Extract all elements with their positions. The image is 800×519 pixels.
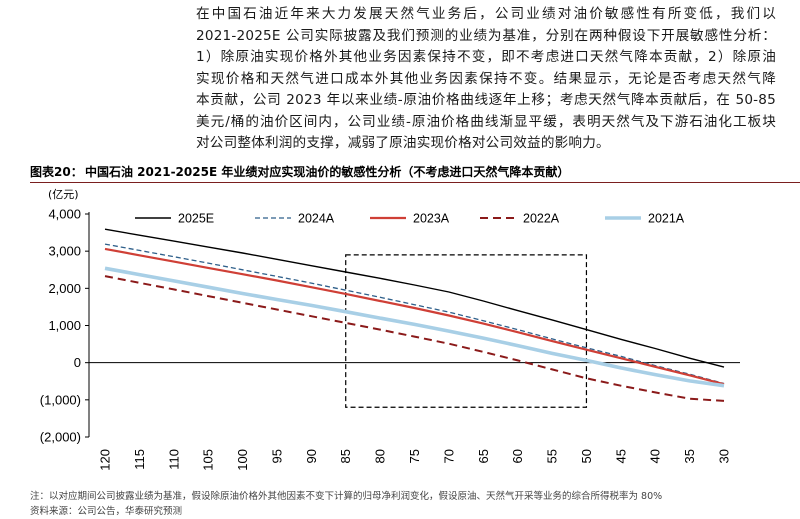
y-tick-label: 2,000	[48, 281, 81, 296]
y-tick-label: 3,000	[48, 244, 81, 259]
series-line-2023A	[104, 247, 725, 386]
x-tick-label: 85	[338, 449, 353, 463]
x-tick-label: 70	[441, 449, 456, 463]
x-tick-label: 90	[304, 449, 319, 463]
x-tick-label: 35	[682, 449, 697, 463]
figure-title: 中国石油 2021-2025E 年业绩对应实现油价的敏感性分析（不考虑进口天然气…	[85, 165, 570, 179]
paragraph-line: 实现价格和天然气进口成本外其他业务因素保持不变。结果显示，无论是否考虑天然气降	[196, 70, 776, 87]
paragraph-line: 对公司整体利润的支撑，减弱了原油实现价格对公司效益的影响力。	[196, 135, 610, 151]
x-tick-label: 30	[717, 449, 732, 463]
legend-label-2021A: 2021A	[648, 212, 685, 226]
figure-label: 图表20：	[30, 165, 83, 179]
x-tick-label: 75	[407, 449, 422, 463]
legend-label-2025E: 2025E	[178, 212, 214, 226]
x-tick-label: 115	[132, 449, 147, 470]
y-tick-label: 1,000	[48, 318, 81, 333]
x-tick-label: 60	[510, 449, 525, 463]
x-tick-label: 40	[648, 449, 663, 463]
paragraph-line: 美元/桶的油价区间内，公司业绩-原油价格曲线渐显平缓，表明天然气及下游石油化工板…	[196, 113, 776, 130]
legend-label-2023A: 2023A	[413, 212, 450, 226]
x-tick-label: 45	[613, 449, 628, 463]
x-tick-label: 95	[269, 449, 284, 463]
series-line-2021A	[104, 266, 725, 388]
x-tick-label: 55	[545, 449, 560, 463]
x-tick-label: 120	[98, 449, 113, 471]
series-line-2025E	[104, 228, 725, 368]
figure-header: 图表20： 中国石油 2021-2025E 年业绩对应实现油价的敏感性分析（不考…	[30, 162, 800, 183]
y-tick-label: 0	[74, 355, 81, 370]
x-tick-label: 105	[201, 449, 216, 471]
x-tick-label: 100	[235, 449, 250, 471]
paragraph-line: 2021-2025E 公司实际披露及我们预测的业绩为基准，分别在两种假设下开展敏…	[196, 27, 776, 44]
x-tick-label: 80	[373, 449, 388, 463]
legend-label-2022A: 2022A	[523, 212, 560, 226]
x-tick-label: 50	[579, 449, 594, 463]
footnote-note: 注：以对应期间公司披露业绩为基准，假设除原油价格外其他因素不变下计算的归母净利润…	[30, 491, 663, 502]
series-line-2022A	[104, 275, 725, 402]
sensitivity-line-chart: (亿元) 4,000 3,000 2,000 1,000 0 (1,000) (2,000) 1…	[40, 188, 740, 471]
intro-paragraph: 在中国石油近年来大力发展天然气业务后，公司业绩对油价敏感性有所变低，我们以 20…	[196, 4, 776, 155]
y-tick-label: (1,000)	[40, 392, 81, 407]
footnote-source: 资料来源：公司公告，华泰研究预测	[30, 506, 183, 517]
x-tick-label: 110	[166, 449, 181, 470]
paragraph-line: 1）除原油实现价格外其他业务因素保持不变，即不考虑进口天然气降本贡献，2）除原油	[196, 49, 776, 65]
y-tick-label: 4,000	[48, 207, 81, 222]
series-line-2024A	[104, 243, 725, 385]
highlight-range-box	[345, 254, 588, 408]
y-tick-label: (2,000)	[40, 430, 81, 445]
paragraph-line: 本贡献，公司 2023 年以来业绩-原油价格曲线逐年上移；考虑天然气降本贡献后，…	[196, 92, 776, 108]
y-unit-label: (亿元)	[48, 188, 79, 201]
x-tick-label: 65	[476, 449, 491, 463]
legend-label-2024A: 2024A	[298, 212, 335, 226]
paragraph-line: 在中国石油近年来大力发展天然气业务后，公司业绩对油价敏感性有所变低，我们以	[196, 6, 776, 22]
